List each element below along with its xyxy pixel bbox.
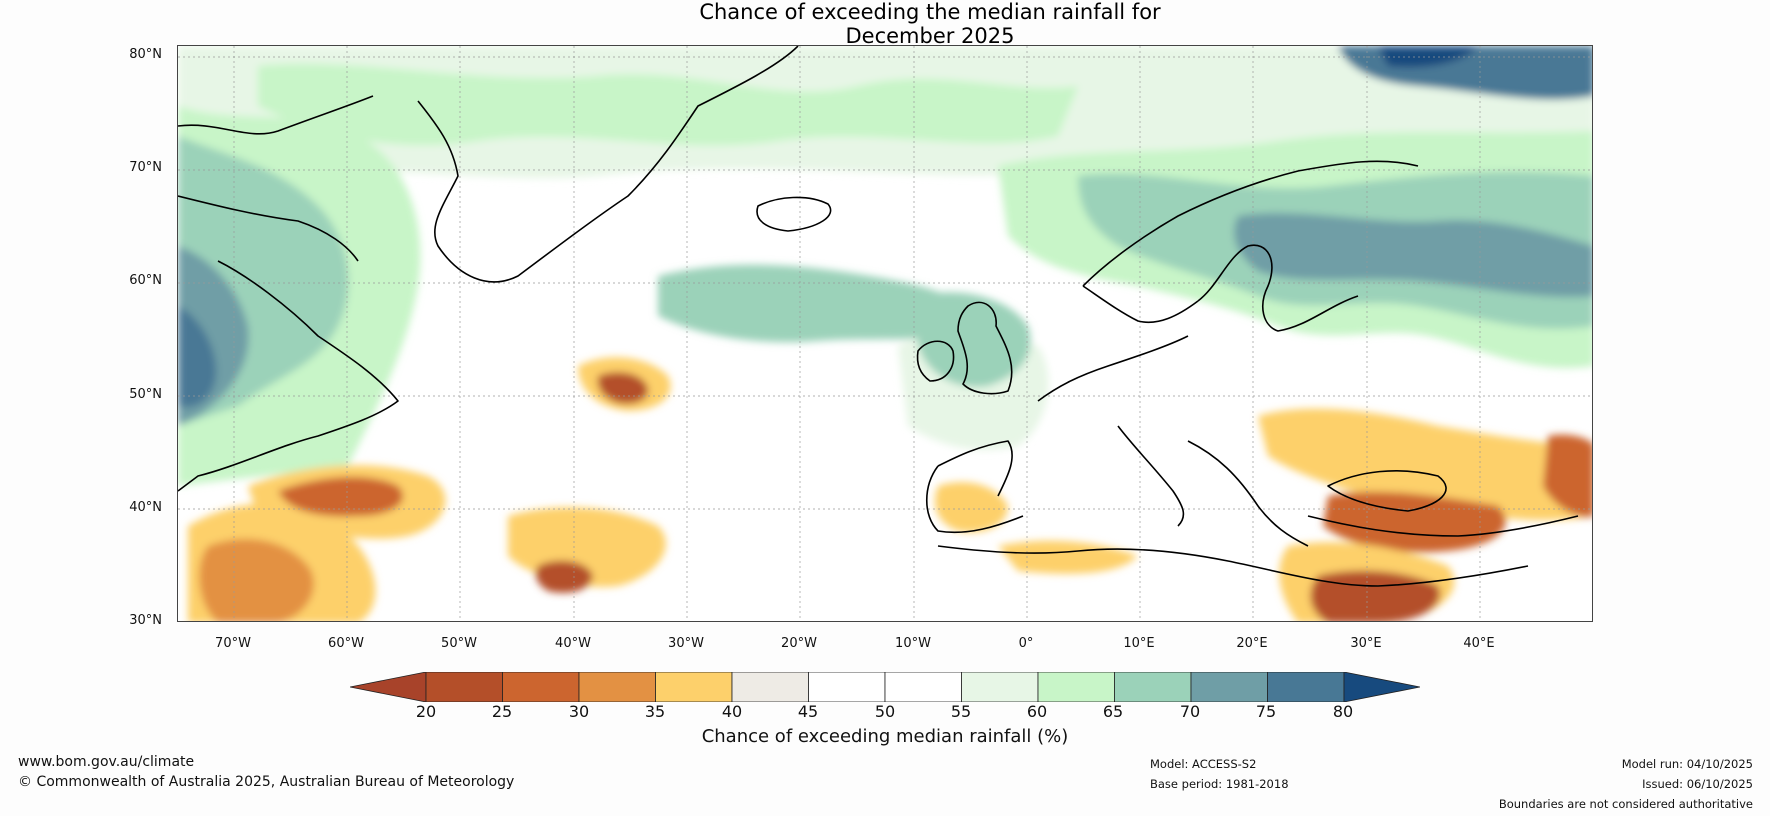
probability-fields	[178, 46, 1592, 621]
coast-norway	[1082, 160, 1419, 324]
coast-iceland	[756, 196, 832, 232]
lon-label: 60°W	[328, 636, 364, 651]
field-green-north-atlantic	[258, 63, 1078, 146]
lon-label: 40°E	[1463, 636, 1495, 651]
lon-label: 30°E	[1350, 636, 1382, 651]
colorbar-segment	[1114, 672, 1192, 702]
colorbar-tick: 65	[1102, 702, 1124, 721]
colorbar-tick: 80	[1332, 702, 1354, 721]
colorbar-segment	[425, 672, 503, 702]
colorbar-segment	[1037, 672, 1115, 702]
colorbar-tick: 45	[797, 702, 819, 721]
lon-label: 30°W	[668, 636, 704, 651]
colorbar-tick: 25	[491, 702, 513, 721]
graticule	[178, 46, 1592, 621]
field-orange-eastedge	[1543, 434, 1592, 517]
lon-label: 70°W	[215, 636, 251, 651]
base-period-text: Base period: 1981-2018	[1150, 777, 1289, 791]
lon-label: 40°W	[555, 636, 591, 651]
coast-blacksea	[1327, 470, 1447, 512]
lat-label: 60°N	[129, 273, 162, 288]
colorbar-segment	[731, 672, 809, 702]
field-green-midatlantic	[658, 264, 970, 343]
field-darkorange-subtropical	[278, 476, 404, 517]
coast-europe-atlantic	[937, 335, 1189, 497]
coast-greenland	[417, 46, 799, 283]
colorbar-segment	[578, 672, 656, 702]
lon-label: 10°E	[1123, 636, 1155, 651]
chart-title: Chance of exceeding the median rainfall …	[0, 0, 1770, 48]
coast-baffin	[178, 95, 374, 262]
lat-label: 80°N	[129, 47, 162, 62]
colorbar-segment	[1267, 672, 1345, 702]
field-orange-iberia	[934, 482, 1008, 533]
coast-britain	[957, 301, 1013, 395]
lat-label: 30°N	[129, 613, 162, 628]
lon-label: 10°W	[895, 636, 931, 651]
website-link[interactable]: www.bom.gov.au/climate	[18, 754, 195, 770]
colorbar-tick: 75	[1255, 702, 1277, 721]
colorbar-tick: 50	[874, 702, 896, 721]
colorbar-extend-high	[1343, 672, 1420, 702]
colorbar-segment	[502, 672, 580, 702]
field-darkorange-turkey	[1323, 491, 1506, 553]
colorbar-segments	[350, 672, 1420, 702]
colorbar-segment	[655, 672, 733, 702]
field-darkorange-southwest	[199, 539, 314, 621]
copyright-text: © Commonwealth of Australia 2025, Austra…	[18, 774, 515, 790]
colorbar-segment	[1190, 672, 1268, 702]
lon-label: 0°	[1018, 636, 1034, 651]
colorbar-segment	[808, 672, 886, 702]
coastlines	[178, 46, 1579, 587]
lat-label: 50°N	[129, 387, 162, 402]
map-svg	[178, 46, 1592, 621]
colorbar-label: Chance of exceeding median rainfall (%)	[701, 726, 1069, 747]
colorbar-segment	[961, 672, 1039, 702]
field-darkorange-midatlantic	[597, 372, 649, 404]
field-darkteal-scandinavia	[1234, 213, 1592, 298]
field-green-uk	[918, 292, 1031, 387]
colorbar-tick: 40	[721, 702, 743, 721]
coast-turkey	[1307, 515, 1579, 537]
coast-iberia	[926, 465, 1024, 534]
coast-ireland	[916, 340, 955, 382]
field-darkorange-atlantic-south	[535, 560, 593, 593]
colorbar	[350, 672, 1420, 702]
coast-north-africa	[937, 545, 1529, 587]
colorbar-tick: 70	[1179, 702, 1201, 721]
coast-italy	[1117, 425, 1185, 527]
colorbar-tick: 60	[1026, 702, 1048, 721]
lon-label: 20°W	[781, 636, 817, 651]
coast-baltic	[1197, 244, 1359, 332]
colorbar-tick: 20	[415, 702, 437, 721]
coast-labrador	[178, 260, 399, 492]
rainfall-probability-map	[177, 45, 1593, 622]
colorbar-segment	[884, 672, 962, 702]
lat-label: 40°N	[129, 500, 162, 515]
field-darkblue-labrador	[178, 306, 217, 408]
lat-label: 70°N	[129, 160, 162, 175]
model-run-text: Model run: 04/10/2025	[1621, 757, 1753, 771]
colorbar-tick: 55	[950, 702, 972, 721]
model-text: Model: ACCESS-S2	[1150, 757, 1257, 771]
coast-balkans	[1187, 440, 1309, 547]
disclaimer-text: Boundaries are not considered authoritat…	[1498, 797, 1753, 811]
title-line-1: Chance of exceeding the median rainfall …	[699, 0, 1161, 24]
colorbar-tick: 35	[644, 702, 666, 721]
lon-label: 50°W	[441, 636, 477, 651]
lon-label: 20°E	[1236, 636, 1268, 651]
field-orange-balkans	[1258, 408, 1592, 521]
title-line-2: December 2025	[845, 24, 1015, 48]
colorbar-tick: 30	[568, 702, 590, 721]
issued-text: Issued: 06/10/2025	[1642, 777, 1753, 791]
colorbar-extend-low	[350, 672, 427, 702]
